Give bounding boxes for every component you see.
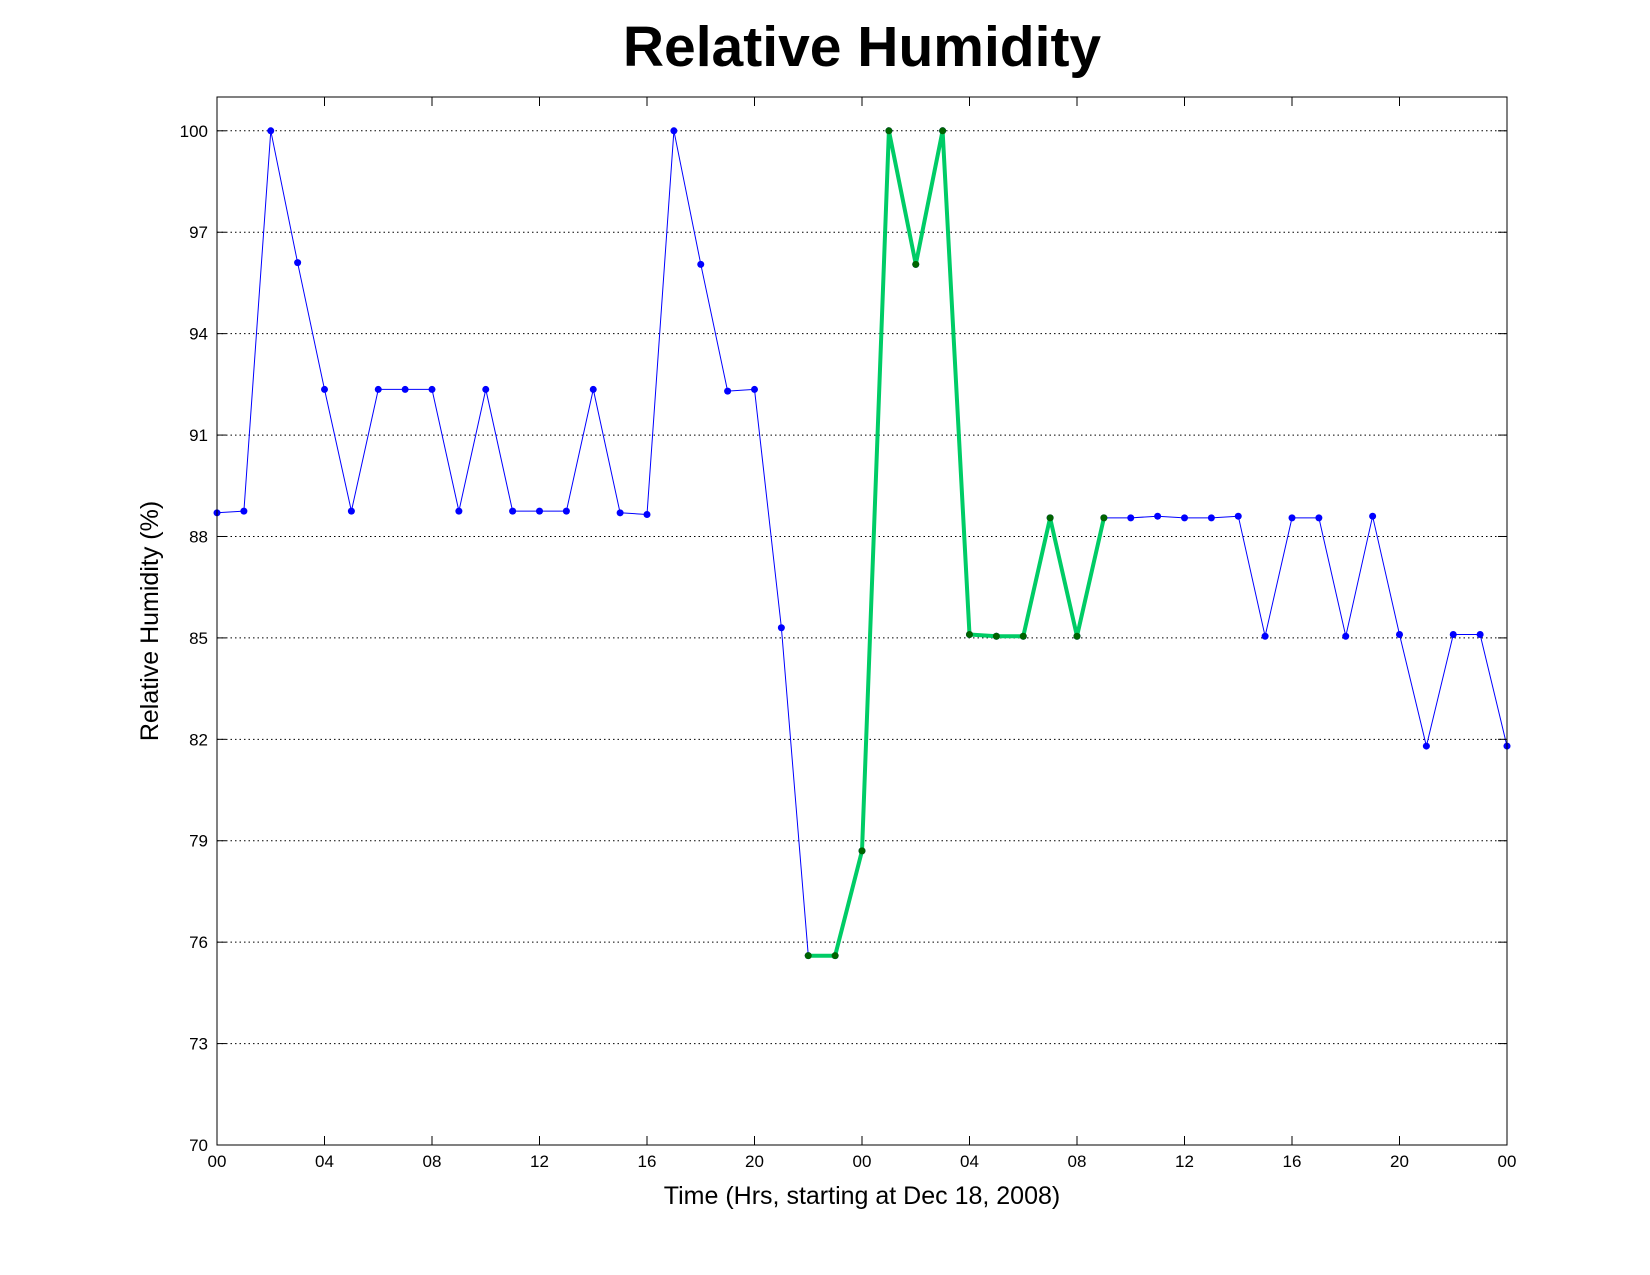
data-point [1476,631,1484,639]
data-point [455,507,463,515]
chart-title: Relative Humidity [622,15,1102,79]
x-tick-label: 16 [1283,1152,1302,1171]
y-tick-label: 73 [189,1035,208,1054]
data-point [1019,632,1027,640]
data-point [1127,514,1135,522]
x-tick-label: 12 [530,1152,549,1171]
x-tick-label: 04 [315,1152,334,1171]
data-point [751,385,758,393]
data-point [885,127,893,135]
data-point [1207,514,1215,522]
x-tick-label: 12 [1175,1152,1194,1171]
data-point [1449,631,1457,639]
data-point [1315,514,1323,522]
data-point [1046,514,1054,522]
axis-ticks: 70 73 76 79 82 85 88 91 94 97 100 00 04 08 12 16 20 00 04 0… [180,97,1517,1171]
data-point [428,385,436,393]
data-point [1288,514,1296,522]
data-point [670,127,678,135]
data-point [482,385,490,393]
y-tick-label: 85 [189,629,208,648]
x-tick-label: 16 [638,1152,657,1171]
data-point [374,385,382,393]
x-tick-label: 00 [208,1152,227,1171]
data-point [992,632,1000,640]
y-tick-label: 100 [180,122,208,141]
x-tick-label: 08 [1068,1152,1087,1171]
data-point [1073,632,1081,640]
x-tick-label: 20 [1390,1152,1409,1171]
data-point [1369,512,1377,520]
data-point [347,507,355,515]
x-tick-label: 00 [853,1152,872,1171]
data-point [562,507,570,515]
data-point [1181,514,1188,522]
data-point [939,127,947,135]
plot-frame [216,96,1508,1146]
data-point [294,259,302,267]
data-point [1234,512,1242,520]
data-point [697,260,705,268]
data-point [831,952,839,960]
data-series [213,127,1511,960]
x-tick-label: 04 [960,1152,979,1171]
data-point [267,127,275,135]
y-tick-label: 82 [189,730,208,749]
y-tick-label: 76 [189,933,208,952]
y-tick-label: 79 [189,832,208,851]
data-point [1154,512,1162,520]
y-tick-label: 88 [189,527,208,546]
data-point [777,624,785,632]
y-axis-label: Relative Humidity (%) [136,501,164,741]
data-point [509,507,517,515]
data-point [536,507,543,515]
data-point [643,511,651,519]
x-tick-label: 00 [1498,1152,1517,1171]
data-point [401,385,409,393]
data-point [321,385,328,393]
y-tick-label: 70 [189,1136,208,1155]
y-tick-label: 94 [189,325,208,344]
data-point [616,509,624,517]
data-point [1100,514,1108,522]
grid-lines [217,130,1507,1045]
data-point [804,952,812,960]
data-point [966,631,973,639]
y-tick-label: 97 [189,223,208,242]
y-tick-label: 91 [189,426,208,445]
data-point [1261,632,1269,640]
data-point [1342,632,1350,640]
series-line-1 [808,128,1106,958]
data-point [858,847,866,855]
data-point [724,387,732,395]
data-point [1422,742,1430,750]
data-point [1396,631,1403,639]
data-point [240,507,248,515]
x-tick-label: 20 [745,1152,764,1171]
data-point [912,260,920,268]
x-axis-label: Time (Hrs, starting at Dec 18, 2008) [664,1182,1060,1210]
x-tick-label: 08 [423,1152,442,1171]
data-point [589,385,597,393]
